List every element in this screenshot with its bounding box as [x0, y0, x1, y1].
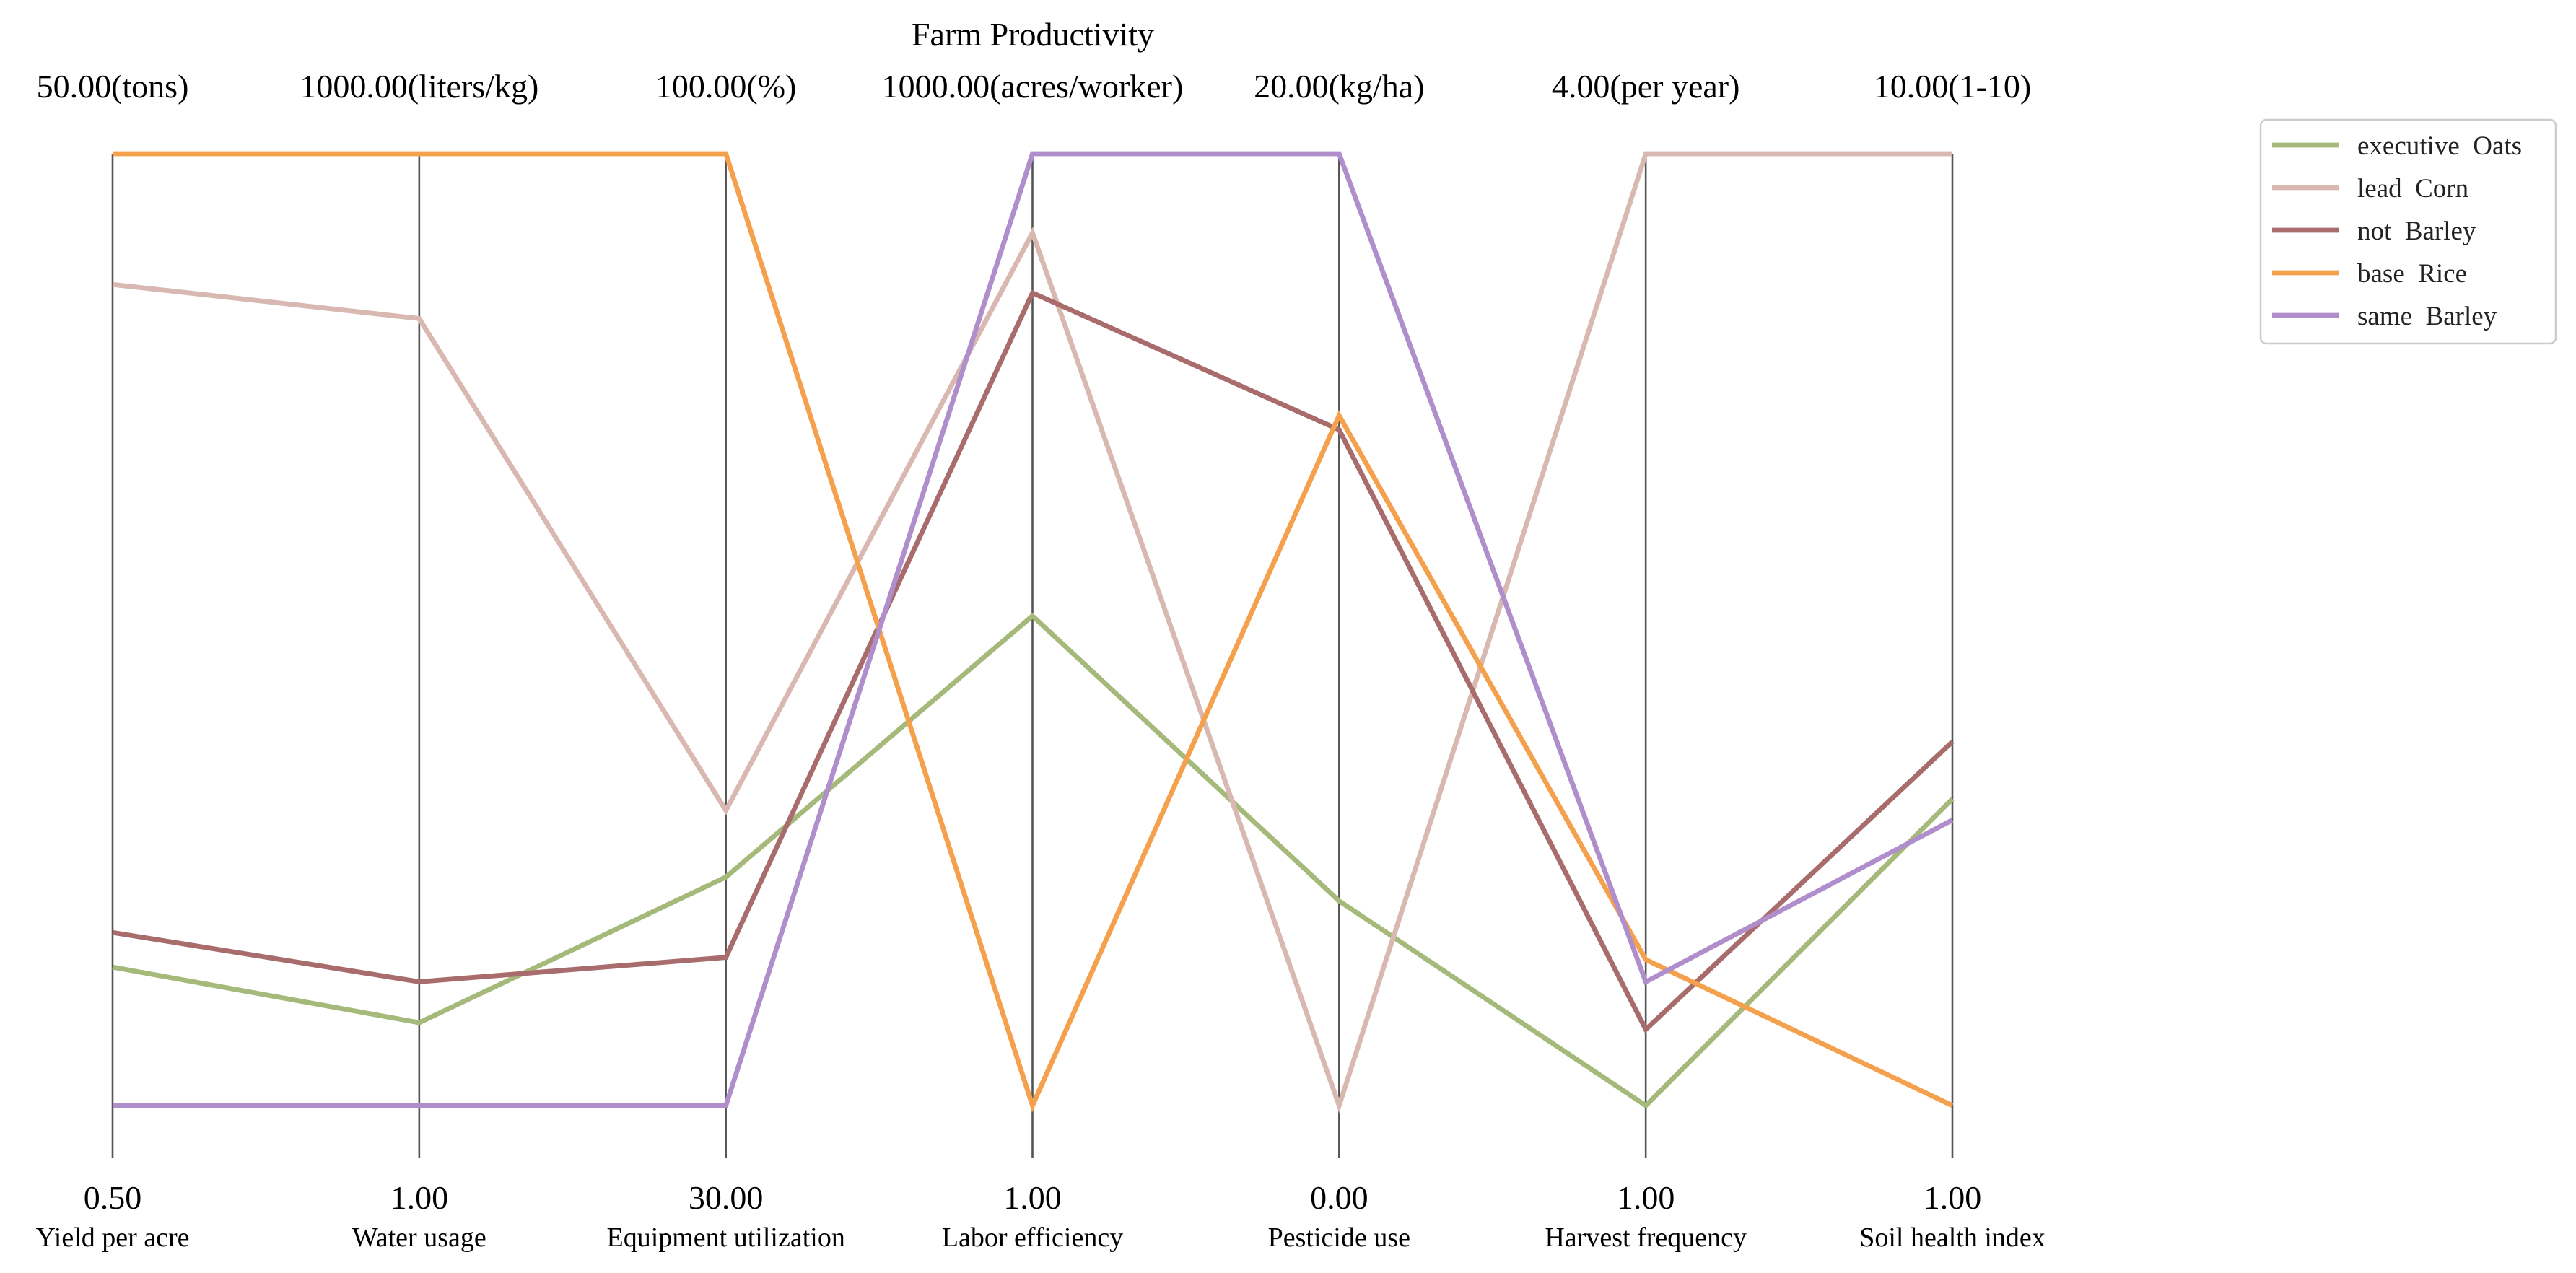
series-lines-group [112, 151, 1955, 1114]
axis-min-label-water-usage: 1.00 [390, 1179, 449, 1216]
series-line-same-barley [113, 151, 1954, 1108]
series-line-not-barley [112, 289, 1955, 1034]
axis-min-label-equipment-utilization: 30.00 [689, 1179, 764, 1216]
axis-max-label-yield-per-acre: 50.00(tons) [37, 68, 189, 105]
axis-min-label-labor-efficiency: 1.00 [1003, 1179, 1062, 1216]
legend-frame [2259, 118, 2557, 345]
axis-max-label-equipment-utilization: 100.00(%) [655, 68, 796, 105]
axis-max-label-pesticide-use: 20.00(kg/ha) [1254, 68, 1424, 105]
axis-label-pesticide-use: Pesticide use [1268, 1222, 1410, 1253]
series-line-executive-oats [112, 612, 1955, 1109]
axis-max-label-water-usage: 1000.00(liters/kg) [300, 68, 538, 105]
axis-label-soil-health-index: Soil health index [1859, 1222, 2045, 1253]
axis-label-equipment-utilization: Equipment utilization [606, 1222, 844, 1253]
axis-min-label-yield-per-acre: 0.50 [84, 1179, 142, 1216]
series-line-base-rice [113, 151, 1954, 1113]
axis-min-label-harvest-frequency: 1.00 [1617, 1179, 1675, 1216]
legend-label-not-barley: not Barley [2357, 216, 2476, 246]
axis-max-label-labor-efficiency: 1000.00(acres/worker) [882, 68, 1184, 105]
series-line-lead-corn [112, 151, 1952, 1114]
axis-max-label-soil-health-index: 10.00(1-10) [1874, 68, 2031, 105]
legend-label-same-barley: same Barley [2357, 302, 2497, 331]
axis-label-harvest-frequency: Harvest frequency [1545, 1222, 1747, 1253]
chart-title: Farm Productivity [912, 16, 1154, 53]
axis-label-water-usage: Water usage [352, 1222, 486, 1253]
axes-group: 50.00(tons) 0.50 Yield per acre 1000.00(lit… [35, 68, 2045, 1253]
axis-label-labor-efficiency: Labor efficiency [942, 1222, 1123, 1253]
axis-min-label-soil-health-index: 1.00 [1924, 1179, 1982, 1216]
axis-label-yield-per-acre: Yield per acre [35, 1222, 189, 1253]
legend-label-lead-corn: lead Corn [2357, 174, 2468, 204]
legend-label-executive-oats: executive Oats [2357, 131, 2522, 161]
axis-max-label-harvest-frequency: 4.00(per year) [1552, 68, 1740, 105]
axis-min-label-pesticide-use: 0.00 [1310, 1179, 1368, 1216]
legend-label-base-rice: base Rice [2357, 259, 2467, 289]
legend: executive Oats lead Corn not Barley base Ri… [2259, 118, 2557, 345]
